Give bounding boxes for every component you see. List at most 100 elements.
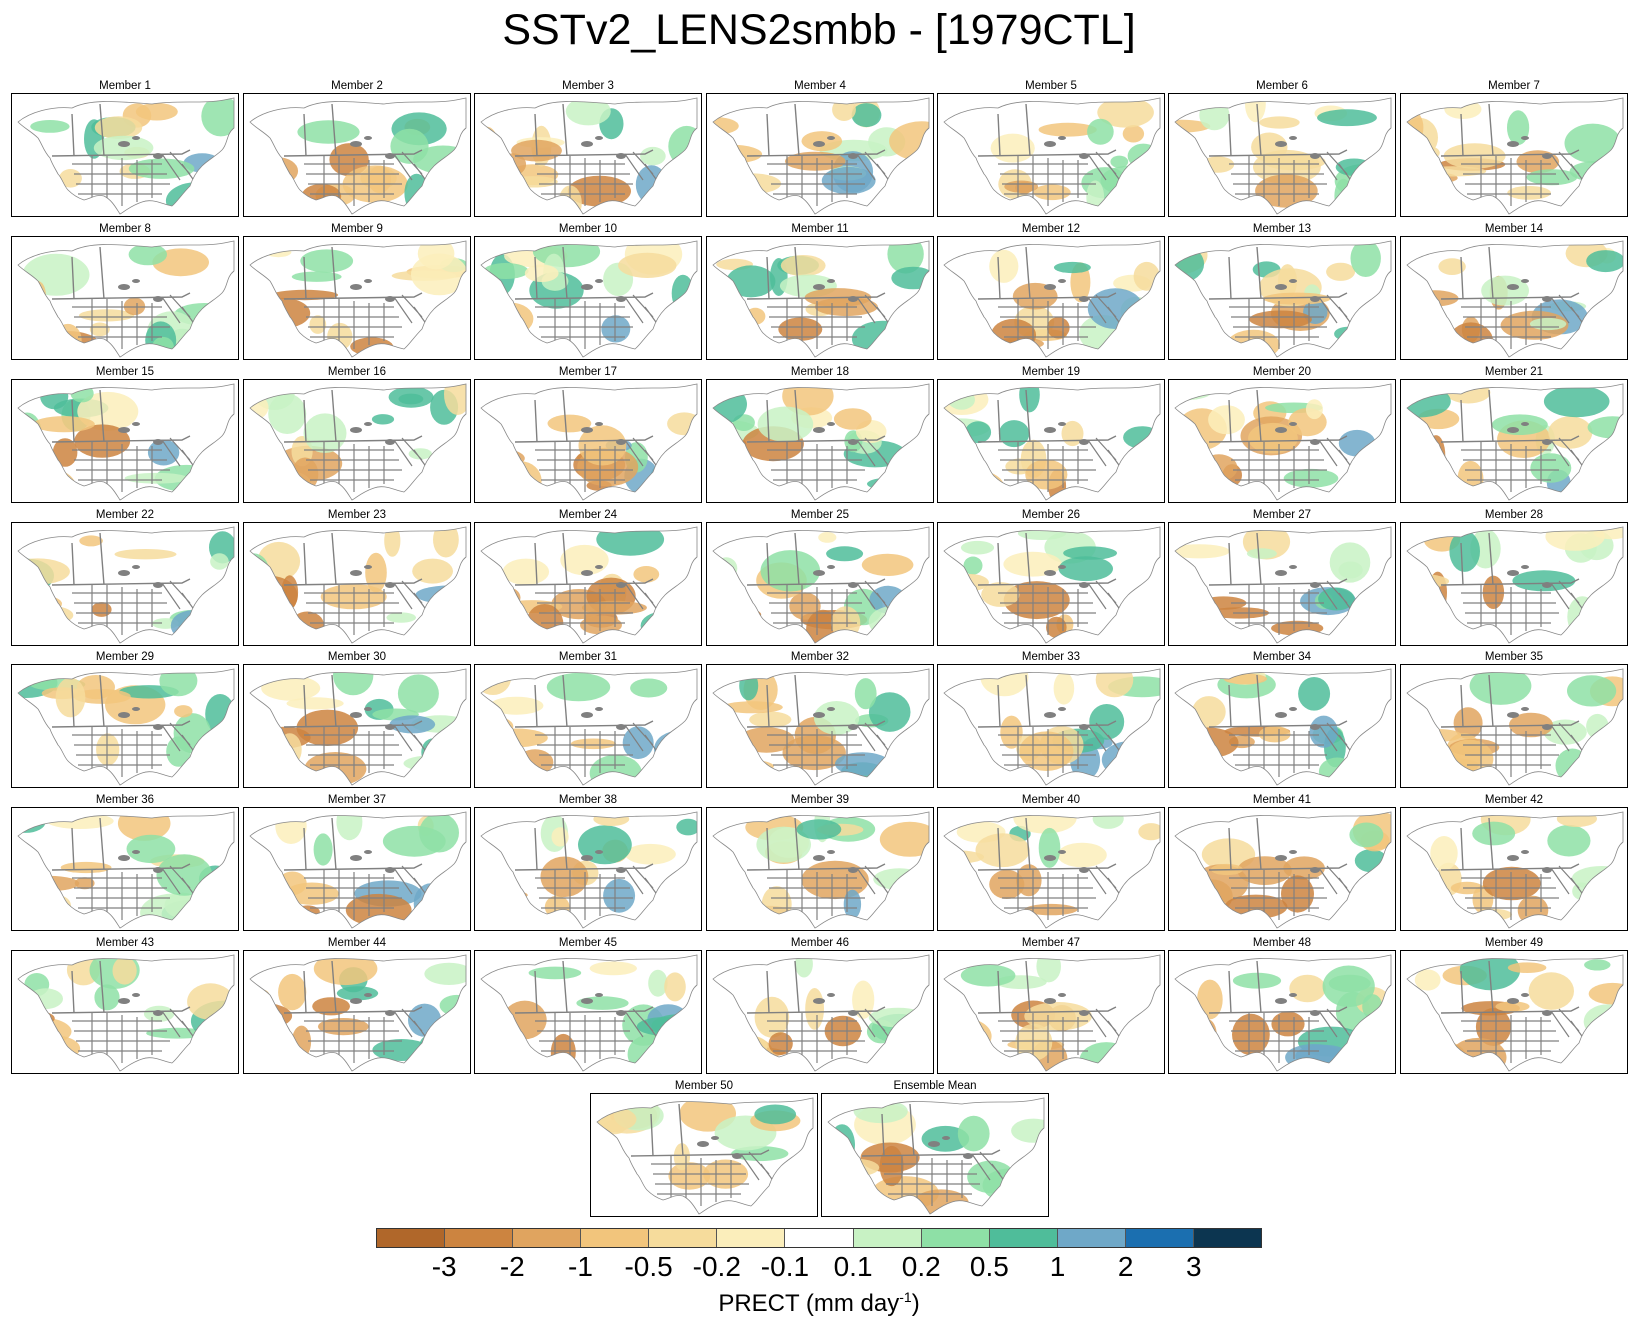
north-america-map bbox=[244, 523, 470, 645]
panel-title: Member 19 bbox=[1021, 366, 1081, 378]
precip-anomaly-blob bbox=[489, 696, 544, 715]
colorbar-box bbox=[1193, 1229, 1262, 1247]
precip-anomaly-blob bbox=[1350, 241, 1381, 277]
precip-anomaly-blob bbox=[33, 416, 95, 433]
panel-map bbox=[706, 93, 934, 217]
panel-member-21: Member 21 bbox=[1400, 365, 1628, 504]
panel-title: Member 13 bbox=[1252, 223, 1312, 235]
precip-anomaly-blob bbox=[625, 843, 676, 865]
precip-anomaly-blob bbox=[622, 726, 654, 759]
precip-anomaly-blob bbox=[1138, 823, 1160, 841]
precip-anomaly-blob bbox=[868, 692, 911, 732]
north-america-map bbox=[1401, 951, 1627, 1073]
colorbar-label-end: ) bbox=[911, 1290, 920, 1317]
panel-member-9: Member 9 bbox=[243, 222, 471, 361]
north-america-map bbox=[475, 523, 701, 645]
north-america-map bbox=[938, 665, 1164, 787]
precip-anomaly-blob bbox=[565, 98, 611, 126]
north-america-map bbox=[707, 94, 933, 216]
panel-title: Member 41 bbox=[1252, 794, 1312, 806]
precip-anomaly-blob bbox=[757, 406, 814, 442]
panel-title: Member 9 bbox=[331, 223, 383, 235]
precip-anomaly-blob bbox=[1033, 184, 1071, 201]
panel-map bbox=[1400, 807, 1628, 931]
panel-map bbox=[243, 950, 471, 1074]
panel-map bbox=[243, 522, 471, 646]
panel-map bbox=[1400, 379, 1628, 503]
panel-map bbox=[937, 950, 1165, 1074]
colorbar-box bbox=[853, 1229, 922, 1247]
precip-anomaly-blob bbox=[861, 553, 914, 576]
colorbar-box bbox=[513, 1229, 582, 1247]
precip-anomaly-blob bbox=[55, 677, 86, 718]
north-america-map bbox=[1401, 94, 1627, 216]
panel-map bbox=[1400, 950, 1628, 1074]
north-america-map bbox=[12, 665, 238, 787]
panel-title: Member 45 bbox=[558, 937, 618, 949]
panel-member-38: Member 38 bbox=[474, 793, 702, 932]
precip-anomaly-blob bbox=[760, 550, 821, 592]
panel-title: Member 47 bbox=[1021, 937, 1081, 949]
precip-anomaly-blob bbox=[365, 552, 387, 593]
panel-member-47: Member 47 bbox=[937, 936, 1165, 1075]
north-america-map bbox=[244, 665, 470, 787]
precip-anomaly-blob bbox=[524, 264, 559, 282]
precip-anomaly-blob bbox=[1208, 405, 1245, 435]
precip-anomaly-blob bbox=[998, 420, 1030, 448]
precip-anomaly-blob bbox=[801, 860, 869, 900]
precip-anomaly-blob bbox=[312, 997, 350, 1016]
precip-anomaly-blob bbox=[1482, 575, 1505, 609]
colorbar-box bbox=[989, 1229, 1058, 1247]
north-america-map bbox=[707, 808, 933, 930]
panel-map bbox=[706, 950, 934, 1074]
panel-ensemble-mean: Ensemble Mean bbox=[821, 1079, 1049, 1218]
panel-map bbox=[243, 664, 471, 788]
panel-member-16: Member 16 bbox=[243, 365, 471, 504]
colorbar-tick-label: -0.1 bbox=[760, 1251, 810, 1282]
precip-anomaly-blob bbox=[1255, 174, 1318, 208]
north-america-map bbox=[938, 523, 1164, 645]
precip-anomaly-blob bbox=[1000, 715, 1023, 749]
precip-anomaly-blob bbox=[77, 391, 139, 431]
north-america-map bbox=[1169, 523, 1395, 645]
north-america-map bbox=[707, 380, 933, 502]
precip-anomaly-blob bbox=[981, 582, 1020, 607]
north-america-map bbox=[707, 951, 933, 1073]
north-america-map bbox=[12, 808, 238, 930]
panel-map bbox=[821, 1093, 1049, 1217]
panel-member-39: Member 39 bbox=[706, 793, 934, 932]
panel-member-30: Member 30 bbox=[243, 650, 471, 789]
precip-anomaly-blob bbox=[1197, 979, 1223, 1020]
north-america-map bbox=[1169, 94, 1395, 216]
precip-anomaly-blob bbox=[1305, 399, 1323, 420]
panel-map bbox=[11, 93, 239, 217]
panel-title: Member 34 bbox=[1252, 651, 1312, 663]
precip-anomaly-blob bbox=[960, 964, 1016, 987]
panel-member-18: Member 18 bbox=[706, 365, 934, 504]
precip-anomaly-blob bbox=[1349, 822, 1384, 848]
panel-map bbox=[243, 93, 471, 217]
precip-anomaly-blob bbox=[1122, 125, 1145, 143]
precip-anomaly-blob bbox=[570, 738, 616, 750]
panel-title: Member 4 bbox=[794, 80, 846, 92]
precip-anomaly-blob bbox=[79, 535, 103, 547]
precip-anomaly-blob bbox=[1013, 812, 1077, 834]
precip-anomaly-blob bbox=[854, 678, 877, 710]
precip-anomaly-blob bbox=[1547, 824, 1591, 857]
panel-title: Member 7 bbox=[1488, 80, 1540, 92]
colorbar-box bbox=[649, 1229, 718, 1247]
precip-anomaly-blob bbox=[648, 969, 668, 997]
precip-anomaly-blob bbox=[578, 425, 627, 466]
precip-anomaly-blob bbox=[640, 146, 666, 166]
precip-anomaly-blob bbox=[778, 317, 823, 341]
precip-anomaly-blob bbox=[1024, 903, 1078, 916]
panel-map bbox=[474, 522, 702, 646]
panel-map bbox=[474, 950, 702, 1074]
precip-anomaly-blob bbox=[852, 980, 875, 1019]
precip-anomaly-blob bbox=[805, 988, 824, 1030]
panel-member-10: Member 10 bbox=[474, 222, 702, 361]
colorbar-box bbox=[377, 1229, 446, 1247]
colorbar-tick-label: -3 bbox=[431, 1251, 457, 1282]
panel-title: Member 21 bbox=[1484, 366, 1544, 378]
panel-title: Member 36 bbox=[95, 794, 155, 806]
